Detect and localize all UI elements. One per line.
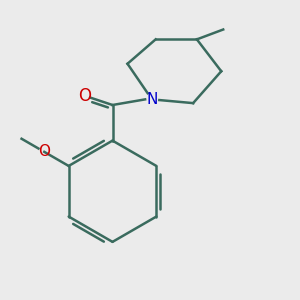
Text: O: O xyxy=(78,87,91,105)
Text: N: N xyxy=(146,92,158,107)
Text: O: O xyxy=(38,144,50,159)
